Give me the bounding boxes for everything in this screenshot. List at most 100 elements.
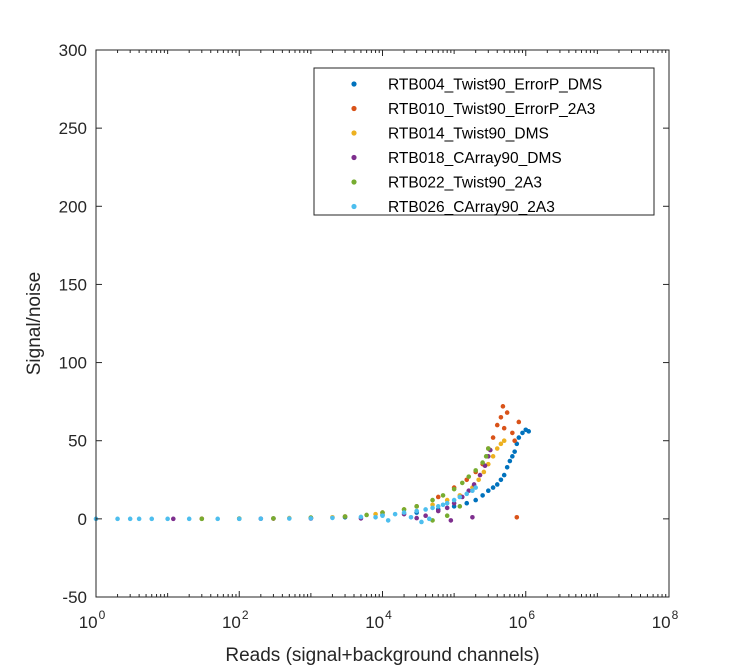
- point-series-3: [476, 477, 481, 483]
- legend-marker: [351, 130, 357, 136]
- legend-box: [313, 67, 655, 216]
- point-series-6: [186, 516, 192, 522]
- point-series-5: [364, 512, 369, 518]
- point-series-6: [236, 516, 242, 522]
- point-series-4: [435, 508, 441, 514]
- point-series-4: [448, 518, 454, 523]
- point-series-1: [494, 482, 500, 487]
- point-series-6: [287, 516, 292, 521]
- point-series-2: [504, 410, 510, 415]
- point-series-1: [526, 429, 532, 434]
- y-tick-label: -50: [62, 588, 87, 607]
- point-series-5: [342, 514, 348, 519]
- point-series-1: [512, 449, 517, 454]
- point-series-5: [473, 468, 478, 473]
- point-series-5: [271, 516, 276, 521]
- point-series-6: [408, 514, 414, 520]
- y-tick-label: 200: [59, 197, 87, 216]
- point-series-6: [136, 516, 142, 522]
- point-series-5: [457, 504, 463, 509]
- point-series-1: [464, 500, 470, 506]
- point-series-1: [486, 488, 491, 494]
- point-series-6: [258, 516, 264, 521]
- legend-label: RTB018_CArray90_DMS: [388, 150, 562, 167]
- point-series-2: [514, 514, 520, 520]
- point-series-1: [501, 472, 507, 478]
- point-series-2: [435, 494, 441, 500]
- axis-ticks: [95, 49, 670, 598]
- point-series-3: [501, 438, 507, 444]
- point-series-1: [507, 458, 513, 464]
- point-series-5: [486, 446, 491, 451]
- point-series-6: [165, 516, 170, 522]
- point-series-2: [490, 435, 496, 440]
- legend-label: RTB014_Twist90_DMS: [388, 126, 549, 143]
- point-series-6: [215, 516, 220, 522]
- point-series-6: [385, 518, 391, 523]
- point-series-6: [414, 508, 419, 514]
- y-tick-label: 0: [78, 510, 87, 529]
- point-series-6: [380, 513, 385, 519]
- point-series-6: [426, 516, 432, 522]
- point-series-2: [516, 419, 522, 425]
- x-tick-exponent: 6: [528, 608, 535, 622]
- legend-marker: [351, 179, 357, 185]
- point-series-6: [330, 515, 335, 521]
- point-series-6: [435, 504, 441, 509]
- point-series-3: [494, 446, 500, 451]
- legend: RTB004_Twist90_ErrorP_DMS RTB010_Twist90_…: [313, 67, 655, 216]
- x-tick-exponent: 2: [242, 608, 249, 622]
- y-tick-label: 150: [59, 275, 87, 294]
- legend-label: RTB010_Twist90_ErrorP_2A3: [388, 101, 595, 118]
- point-series-5: [430, 497, 435, 503]
- point-series-4: [444, 505, 450, 511]
- point-series-4: [477, 472, 483, 478]
- point-series-5: [483, 454, 489, 459]
- y-tick-label: 300: [59, 41, 87, 60]
- point-series-5: [440, 493, 446, 498]
- point-series-6: [444, 500, 450, 506]
- point-series-4: [470, 514, 475, 520]
- legend-marker: [351, 105, 357, 112]
- point-series-4: [171, 516, 176, 522]
- point-series-6: [373, 514, 378, 520]
- point-series-6: [464, 491, 470, 497]
- point-series-6: [149, 516, 155, 522]
- x-tick-exponent: 4: [385, 608, 392, 622]
- point-series-5: [451, 486, 457, 492]
- point-series-1: [490, 485, 496, 490]
- point-series-5: [444, 513, 450, 519]
- point-series-2: [512, 438, 517, 444]
- y-tick-label: 250: [59, 119, 87, 138]
- point-series-3: [498, 441, 504, 447]
- point-series-2: [510, 430, 515, 436]
- legend-marker: [351, 81, 357, 87]
- point-series-6: [423, 507, 428, 512]
- x-tick-exponent: 0: [99, 608, 106, 622]
- point-series-6: [430, 505, 435, 511]
- point-series-1: [473, 497, 478, 503]
- point-series-3: [490, 454, 496, 459]
- point-series-2: [501, 425, 507, 431]
- point-series-1: [520, 430, 525, 436]
- point-series-1: [516, 435, 522, 440]
- legend-label: RTB026_CArray90_2A3: [388, 199, 555, 216]
- x-axis-title: Reads (signal+background channels): [225, 645, 539, 666]
- legend-label: RTB022_Twist90_2A3: [388, 175, 542, 192]
- legend-marker: [351, 154, 357, 161]
- point-series-4: [423, 513, 428, 519]
- point-series-5: [414, 504, 419, 509]
- legend-items: RTB004_Twist90_ErrorP_DMS RTB010_Twist90_…: [351, 77, 602, 216]
- point-series-1: [510, 454, 515, 459]
- point-series-5: [459, 480, 465, 486]
- legend-marker: [351, 203, 357, 210]
- point-series-1: [480, 493, 485, 498]
- y-tick-label: 100: [59, 354, 87, 373]
- point-series-6: [308, 516, 314, 521]
- point-series-4: [482, 463, 488, 469]
- point-series-6: [358, 514, 364, 520]
- point-series-2: [500, 404, 506, 409]
- y-axis-title: Signal/noise: [24, 272, 45, 376]
- point-series-6: [115, 516, 120, 522]
